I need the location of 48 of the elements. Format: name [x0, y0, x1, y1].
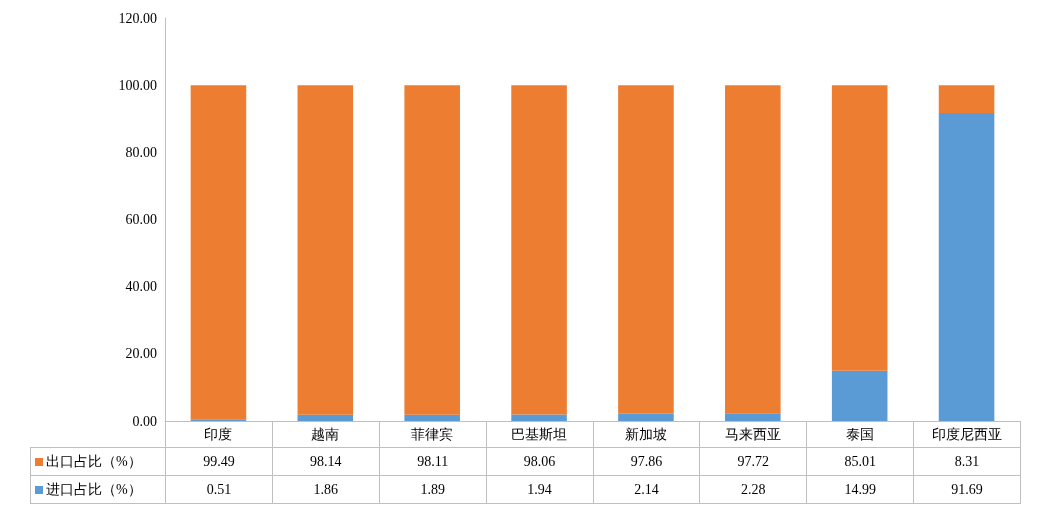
data-label: 8.31 — [913, 447, 1021, 476]
bar — [618, 413, 674, 421]
data-label: 97.72 — [699, 447, 808, 476]
bar — [404, 85, 460, 415]
data-label: 1.89 — [378, 475, 487, 504]
x-tick-label: 新加坡 — [624, 426, 667, 442]
bar — [938, 113, 995, 421]
bar — [297, 85, 354, 415]
bar — [297, 414, 354, 421]
bar — [725, 413, 781, 421]
x-tick-label: 菲律宾 — [411, 426, 454, 442]
data-label: 91.69 — [913, 475, 1021, 504]
x-tick-label: 巴基斯坦 — [511, 426, 568, 442]
data-label: 0.51 — [165, 475, 273, 504]
data-label: 99.49 — [165, 447, 273, 476]
data-label: 85.01 — [806, 447, 915, 476]
data-label: 1.94 — [485, 475, 594, 504]
bar — [511, 414, 567, 421]
bar — [831, 85, 888, 371]
data-label: 98.14 — [271, 447, 380, 476]
y-tick-label: 20.00 — [125, 346, 157, 362]
x-tick-label: 越南 — [311, 426, 340, 442]
y-tick-label: 100.00 — [118, 77, 157, 93]
x-tick-label: 马来西亚 — [724, 426, 781, 442]
data-label: 2.14 — [592, 475, 701, 504]
y-tick-label: 120.00 — [118, 10, 157, 26]
y-tick-label: 80.00 — [125, 144, 157, 160]
x-tick-label: 泰国 — [845, 426, 874, 442]
legend-label: 进口占比（%） — [46, 480, 142, 499]
bar — [404, 414, 460, 421]
bar — [618, 85, 674, 414]
bar — [511, 85, 567, 415]
y-tick-label: 40.00 — [125, 279, 157, 295]
data-label: 1.86 — [271, 475, 380, 504]
legend-label: 出口占比（%） — [46, 452, 142, 471]
bar — [725, 85, 781, 414]
y-tick-label: 60.00 — [125, 212, 157, 227]
y-tick-label: 0.00 — [132, 413, 157, 429]
x-tick-label: 印度尼西亚 — [931, 426, 1002, 442]
bar — [831, 370, 888, 421]
data-label: 97.86 — [592, 447, 701, 476]
bar — [190, 85, 247, 420]
x-tick-label: 印度 — [204, 426, 233, 442]
data-label: 98.11 — [378, 447, 487, 476]
data-label: 2.28 — [699, 475, 808, 504]
bar — [938, 85, 995, 114]
data-label: 14.99 — [806, 475, 915, 504]
data-label: 98.06 — [485, 447, 594, 476]
